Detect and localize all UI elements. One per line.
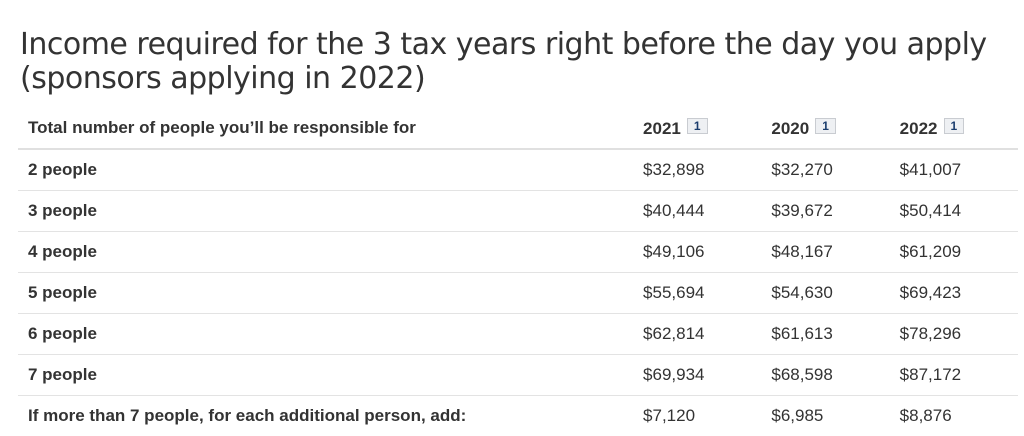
- cell-2021: $55,694: [633, 273, 761, 314]
- cell-2021: $49,106: [633, 232, 761, 273]
- income-table: Total number of people you’ll be respons…: [18, 114, 1018, 436]
- cell-2021: $40,444: [633, 191, 761, 232]
- cell-2022: $78,296: [890, 314, 1018, 355]
- row-label: 2 people: [18, 149, 633, 191]
- header-year-label: 2022: [900, 119, 938, 138]
- cell-2022: $61,209: [890, 232, 1018, 273]
- cell-2021: $32,898: [633, 149, 761, 191]
- cell-2020: $32,270: [761, 149, 889, 191]
- header-year-label: 2021: [643, 119, 681, 138]
- footnote-link[interactable]: 1: [687, 118, 708, 134]
- header-year-2022: 2022 1: [890, 114, 1018, 149]
- header-year-2021: 2021 1: [633, 114, 761, 149]
- row-label: If more than 7 people, for each addition…: [18, 396, 633, 436]
- header-year-label: 2020: [771, 119, 809, 138]
- page-title: Income required for the 3 tax years righ…: [20, 28, 1018, 96]
- header-year-2020: 2020 1: [761, 114, 889, 149]
- footnote-link[interactable]: 1: [815, 118, 836, 134]
- table-row: If more than 7 people, for each addition…: [18, 396, 1018, 436]
- cell-2020: $48,167: [761, 232, 889, 273]
- cell-2022: $87,172: [890, 355, 1018, 396]
- cell-2021: $62,814: [633, 314, 761, 355]
- cell-2020: $39,672: [761, 191, 889, 232]
- table-row: 4 people $49,106 $48,167 $61,209: [18, 232, 1018, 273]
- cell-2020: $6,985: [761, 396, 889, 436]
- header-people-label: Total number of people you’ll be respons…: [18, 114, 633, 149]
- cell-2022: $50,414: [890, 191, 1018, 232]
- cell-2020: $68,598: [761, 355, 889, 396]
- cell-2022: $8,876: [890, 396, 1018, 436]
- income-requirements-section: Income required for the 3 tax years righ…: [18, 28, 1018, 436]
- row-label: 4 people: [18, 232, 633, 273]
- row-label: 7 people: [18, 355, 633, 396]
- footnote-link[interactable]: 1: [944, 118, 965, 134]
- table-header-row: Total number of people you’ll be respons…: [18, 114, 1018, 149]
- table-row: 3 people $40,444 $39,672 $50,414: [18, 191, 1018, 232]
- table-row: 2 people $32,898 $32,270 $41,007: [18, 149, 1018, 191]
- cell-2020: $54,630: [761, 273, 889, 314]
- row-label: 3 people: [18, 191, 633, 232]
- cell-2022: $69,423: [890, 273, 1018, 314]
- cell-2021: $7,120: [633, 396, 761, 436]
- cell-2022: $41,007: [890, 149, 1018, 191]
- table-row: 6 people $62,814 $61,613 $78,296: [18, 314, 1018, 355]
- table-row: 7 people $69,934 $68,598 $87,172: [18, 355, 1018, 396]
- row-label: 6 people: [18, 314, 633, 355]
- cell-2020: $61,613: [761, 314, 889, 355]
- cell-2021: $69,934: [633, 355, 761, 396]
- table-row: 5 people $55,694 $54,630 $69,423: [18, 273, 1018, 314]
- row-label: 5 people: [18, 273, 633, 314]
